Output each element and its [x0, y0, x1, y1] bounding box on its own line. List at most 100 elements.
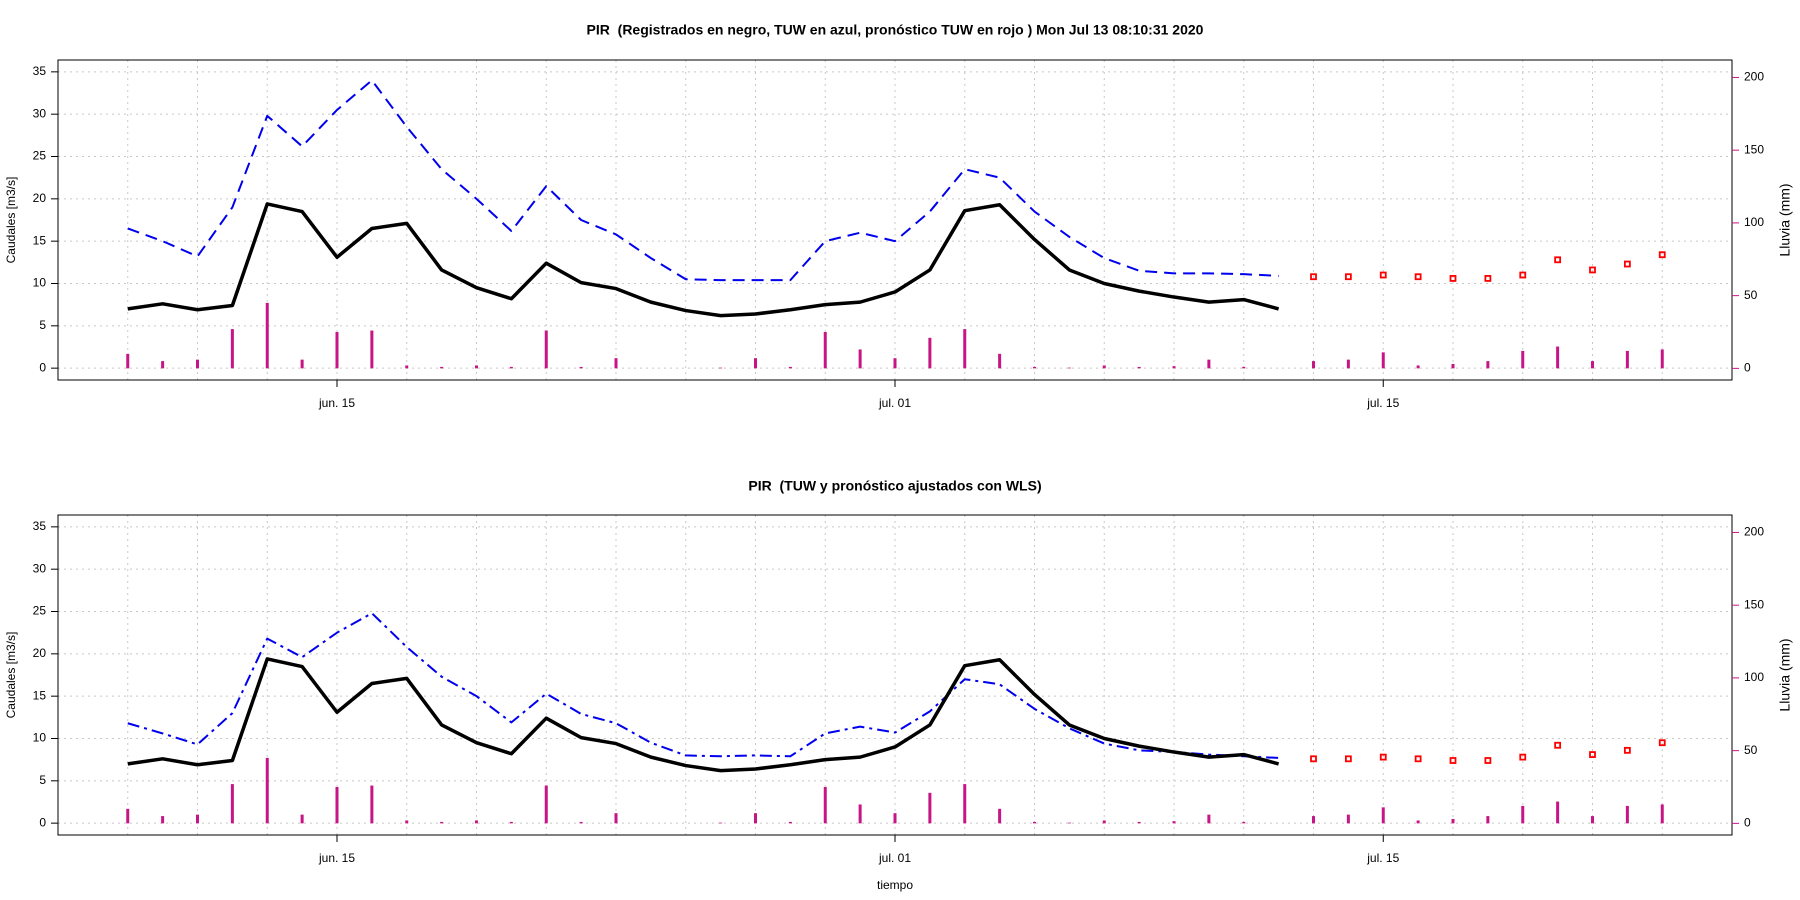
y2-tick-label: 0 — [1744, 816, 1751, 830]
y-tick-label: 20 — [33, 191, 47, 205]
forecast-point — [1519, 271, 1527, 279]
rain-bar — [963, 329, 967, 369]
x-tick-label: jul. 15 — [1366, 396, 1399, 410]
y-tick-label: 30 — [33, 561, 47, 575]
y-axis-label: Caudales [m3/s] — [4, 177, 18, 264]
rain-bar — [1625, 805, 1629, 824]
forecast-point — [1589, 751, 1596, 758]
rain-bar — [893, 813, 897, 824]
rain-bar — [544, 330, 548, 369]
rain-bar — [1172, 821, 1176, 824]
rain-bar — [475, 365, 478, 369]
rain-bar — [754, 813, 757, 824]
y2-tick-label: 50 — [1744, 743, 1758, 757]
y-tick-label: 15 — [33, 688, 47, 702]
x-axis-label: tiempo — [877, 878, 913, 892]
rain-bar — [1486, 361, 1490, 369]
y-tick-label: 0 — [39, 815, 46, 829]
rain-bar — [126, 808, 130, 824]
y-tick-label: 20 — [33, 646, 47, 660]
series-line — [127, 79, 1279, 282]
y-tick-label: 10 — [33, 276, 47, 290]
forecast-point — [1484, 275, 1492, 282]
rain-bar — [1521, 805, 1525, 824]
forecast-point — [1623, 746, 1631, 754]
rain-bar — [161, 361, 165, 369]
rain-bar — [754, 358, 757, 369]
rain-bar — [370, 785, 374, 824]
y-tick-label: 10 — [33, 731, 47, 745]
forecast-point — [1310, 755, 1317, 763]
rain-bar — [1416, 365, 1420, 369]
rain-bar — [998, 353, 1002, 369]
y-tick-label: 25 — [33, 604, 47, 618]
rain-bar — [823, 332, 827, 369]
rain-bar — [858, 349, 862, 369]
rain-bar — [928, 337, 932, 369]
y-axis-label: Caudales [m3/s] — [4, 632, 18, 719]
rain-bar — [614, 813, 618, 824]
rain-bar — [161, 816, 165, 824]
forecast-point — [1658, 251, 1666, 259]
rain-bar — [1207, 359, 1211, 369]
rain-bar — [300, 814, 304, 824]
y-tick-label: 30 — [33, 106, 47, 120]
y2-tick-label: 50 — [1744, 288, 1758, 302]
y-tick-label: 25 — [33, 149, 47, 163]
rain-bar — [544, 785, 548, 824]
forecast-point — [1449, 275, 1457, 282]
rain-bar — [719, 822, 723, 824]
rain-bar — [1346, 359, 1350, 369]
rain-bar — [963, 784, 967, 824]
rain-bar — [1625, 350, 1629, 369]
rain-bar — [893, 358, 897, 369]
rain-bar — [405, 820, 409, 824]
rain-bar — [1242, 366, 1246, 369]
y-tick-label: 5 — [39, 773, 46, 787]
series-line — [127, 657, 1280, 773]
rain-bar — [405, 365, 409, 369]
rain-bar — [928, 792, 932, 824]
rain-bar — [196, 814, 199, 824]
x-tick-label: jul. 01 — [878, 851, 911, 865]
rain-bar — [1486, 816, 1490, 824]
rain-bar — [230, 329, 234, 369]
rain-bar — [1102, 820, 1106, 824]
y2-tick-label: 150 — [1744, 597, 1764, 611]
rain-bar — [1416, 820, 1420, 824]
rain-bar — [1521, 350, 1525, 369]
rain-bar — [1172, 366, 1176, 369]
rain-bar — [614, 358, 618, 369]
forecast-point — [1484, 757, 1492, 764]
y2-tick-label: 0 — [1744, 361, 1751, 375]
y-tick-label: 35 — [33, 519, 47, 533]
y-tick-label: 0 — [39, 360, 46, 374]
rain-bar — [1451, 819, 1455, 824]
rain-bar — [1242, 821, 1246, 824]
rain-bar — [1556, 346, 1560, 369]
forecast-point — [1379, 271, 1387, 279]
forecast-point — [1519, 753, 1527, 761]
x-tick-label: jul. 15 — [1366, 851, 1399, 865]
rain-bar — [509, 366, 513, 369]
rain-bar — [998, 808, 1002, 824]
y2-axis-label: Lluvia (mm) — [1777, 183, 1793, 256]
forecast-point — [1623, 260, 1631, 268]
y2-tick-label: 100 — [1744, 215, 1764, 229]
forecast-point — [1414, 273, 1422, 281]
forecast-point — [1310, 273, 1317, 281]
rain-bar — [440, 366, 444, 369]
rain-bar — [265, 757, 269, 824]
y2-tick-label: 200 — [1744, 525, 1764, 539]
series-line — [127, 612, 1279, 759]
forecast-point — [1414, 755, 1422, 763]
rain-bar — [265, 302, 269, 369]
rain-bar — [1207, 814, 1211, 824]
rain-bar — [719, 367, 723, 369]
rain-bar — [579, 821, 583, 824]
rain-bar — [1067, 822, 1071, 824]
y2-tick-label: 200 — [1744, 70, 1764, 84]
rain-bar — [823, 787, 827, 824]
rain-bar — [1312, 361, 1315, 369]
x-tick-label: jun. 15 — [318, 851, 355, 865]
